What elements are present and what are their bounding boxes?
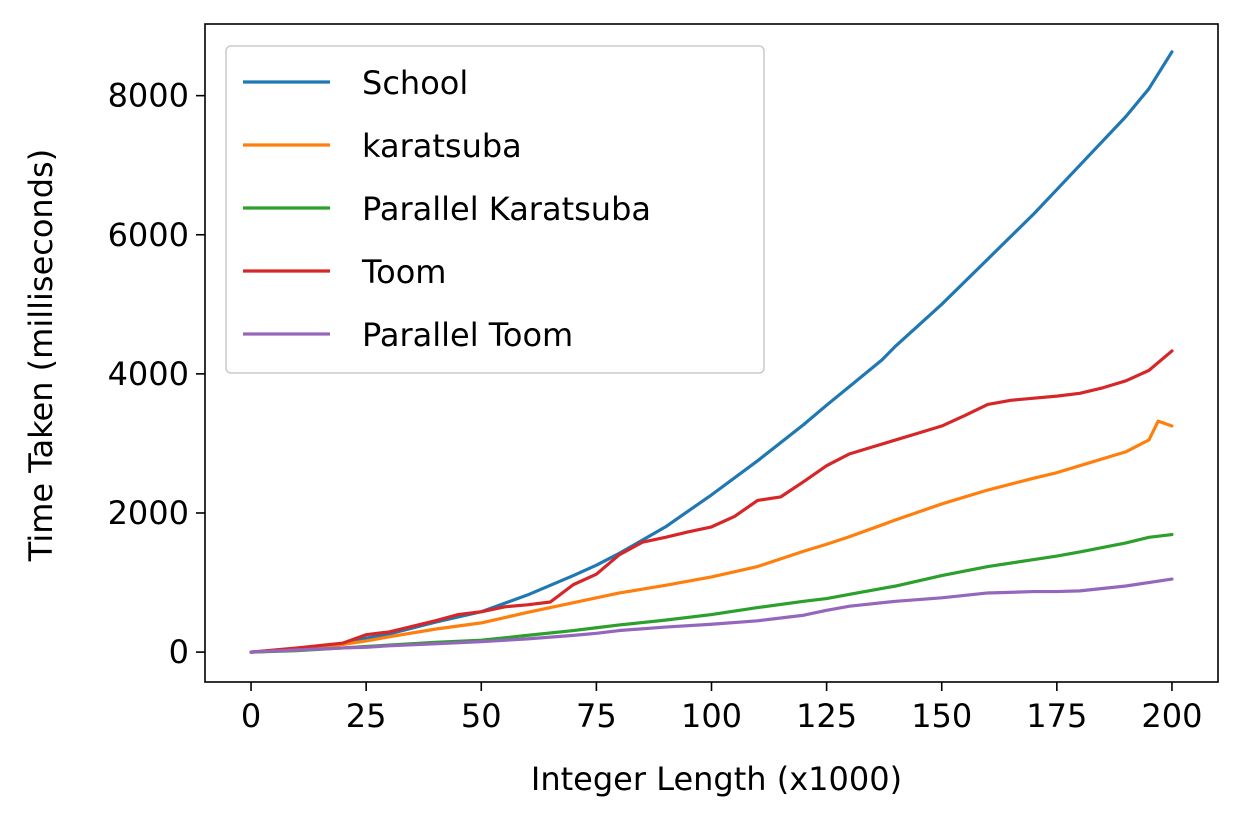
legend-box xyxy=(225,45,765,374)
y-tick-label: 0 xyxy=(169,633,189,671)
x-tick-label: 200 xyxy=(1141,697,1202,735)
y-tick-label: 4000 xyxy=(108,355,189,393)
series-line-toom xyxy=(249,349,1174,654)
y-axis-label: Time Taken (milliseconds) xyxy=(22,149,60,562)
plot-area xyxy=(249,50,1174,654)
series-line-parallel-toom xyxy=(249,577,1174,654)
x-tick-label: 50 xyxy=(461,697,502,735)
series-line-school xyxy=(249,50,1174,654)
x-axis-label: Integer Length (x1000) xyxy=(531,760,902,798)
legend-label: Parallel Toom xyxy=(362,316,573,354)
x-tick-label: 0 xyxy=(241,697,261,735)
legend-label: School xyxy=(362,64,468,102)
x-tick-label: 150 xyxy=(911,697,972,735)
y-tick-label: 2000 xyxy=(108,494,189,532)
legend-label: Parallel Karatsuba xyxy=(362,190,651,228)
series-line-karatsuba xyxy=(249,419,1174,654)
y-tick-label: 8000 xyxy=(108,77,189,115)
x-tick-label: 25 xyxy=(346,697,387,735)
legend-label: Toom xyxy=(361,253,446,291)
y-tick-label: 6000 xyxy=(108,216,189,254)
x-tick-label: 75 xyxy=(576,697,617,735)
x-tick-label: 125 xyxy=(796,697,857,735)
x-tick-label: 100 xyxy=(681,697,742,735)
legend-label: karatsuba xyxy=(362,127,522,165)
x-tick-label: 175 xyxy=(1026,697,1087,735)
legend: School karatsuba Parallel Karatsuba Toom Par… xyxy=(225,45,765,374)
